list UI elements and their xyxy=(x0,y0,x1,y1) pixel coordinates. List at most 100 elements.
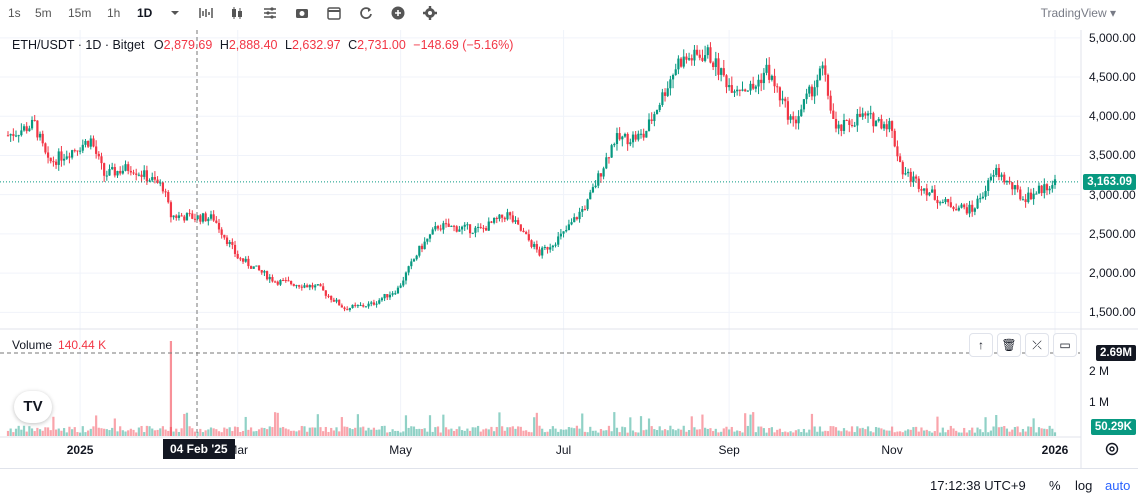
gear-icon[interactable] xyxy=(422,5,438,21)
candlestick-series xyxy=(6,42,1057,312)
volume-bar xyxy=(36,427,39,436)
volume-bar xyxy=(57,428,60,436)
auto-toggle[interactable]: auto xyxy=(1105,478,1131,493)
candle-body xyxy=(874,120,878,127)
volume-bar xyxy=(559,429,562,436)
candle-body xyxy=(533,244,536,247)
volume-bar xyxy=(161,426,165,436)
volume-bar xyxy=(346,426,349,436)
volume-bar xyxy=(20,429,23,436)
maximize-pane-button[interactable]: ▭ xyxy=(1053,333,1077,357)
brand-menu[interactable]: TradingView ▾ xyxy=(1040,6,1116,20)
interval-1h[interactable]: 1h xyxy=(107,6,121,20)
volume-bar xyxy=(717,432,720,436)
candle-body xyxy=(890,121,894,131)
plus-circle-icon[interactable] xyxy=(390,5,406,21)
volume-bar xyxy=(979,429,982,436)
volume-bar xyxy=(455,429,458,436)
volume-bar xyxy=(233,426,237,436)
candle-body xyxy=(308,285,311,288)
interval-5m[interactable]: 5m xyxy=(35,6,52,20)
symbol-title[interactable]: ETH/USDT · 1D · Bitget xyxy=(12,38,145,52)
volume-bar xyxy=(298,430,301,436)
candle-body xyxy=(180,215,183,217)
candle-body xyxy=(687,58,691,60)
chevron-down-icon[interactable] xyxy=(167,5,183,21)
chart-canvas[interactable] xyxy=(0,0,1138,468)
candle-body xyxy=(284,280,287,282)
settings-gear-icon[interactable] xyxy=(1104,441,1120,457)
volume-bar xyxy=(757,426,760,436)
candle-body xyxy=(915,176,918,179)
candle-body xyxy=(541,247,544,256)
candle-body xyxy=(757,79,760,87)
volume-bar xyxy=(658,426,661,436)
volume-bar xyxy=(661,430,664,436)
volume-tick-2m: 2 M xyxy=(1089,364,1110,378)
calendar-icon[interactable] xyxy=(326,5,342,21)
indicators-icon[interactable] xyxy=(262,5,278,21)
volume-bar xyxy=(896,431,899,436)
crosshair-date-tag: 04 Feb '25 xyxy=(163,439,235,459)
time-tick-label: Sep xyxy=(718,443,740,457)
candle-body xyxy=(647,119,651,131)
candle-body xyxy=(626,133,629,145)
candle-body xyxy=(177,215,181,218)
volume-bar xyxy=(573,428,576,436)
candle-body xyxy=(231,241,234,245)
clock[interactable]: 17:12:38 UTC+9 xyxy=(930,478,1026,493)
candle-body xyxy=(132,172,135,174)
volume-bar xyxy=(824,430,827,436)
replay-icon[interactable] xyxy=(358,5,374,21)
candle-body xyxy=(290,281,293,285)
move-pane-up-button[interactable]: ↑ xyxy=(969,333,993,357)
volume-bar xyxy=(939,432,942,436)
volume-bar xyxy=(217,431,221,436)
candle-body xyxy=(525,232,528,235)
candle-body xyxy=(236,253,239,259)
volume-bar xyxy=(111,427,114,436)
volume-bar xyxy=(778,428,781,436)
volume-bar xyxy=(762,428,765,436)
candle-body xyxy=(52,161,55,163)
volume-bar xyxy=(292,430,295,436)
volume-bar xyxy=(864,429,867,436)
volume-bar xyxy=(669,425,672,436)
volume-bar xyxy=(834,427,838,436)
candles-icon[interactable] xyxy=(229,5,245,21)
volume-bar xyxy=(690,416,693,436)
candle-body xyxy=(802,99,806,110)
candle-body xyxy=(442,223,445,230)
candle-body xyxy=(159,182,162,184)
volume-bar xyxy=(754,432,757,436)
candle-body xyxy=(148,180,151,182)
interval-15m[interactable]: 15m xyxy=(68,6,92,20)
tradingview-logo-icon[interactable]: TV xyxy=(14,391,52,423)
candle-body xyxy=(995,167,998,175)
volume-bar xyxy=(1000,426,1003,436)
candle-body xyxy=(354,304,357,306)
candle-body xyxy=(722,68,725,76)
volume-bar xyxy=(196,431,199,436)
candle-body xyxy=(468,224,472,234)
volume-bar xyxy=(535,412,538,436)
volume-bar xyxy=(76,432,79,436)
interval-1s[interactable]: 1s xyxy=(8,6,21,20)
bar-style-icon[interactable] xyxy=(198,5,214,21)
volume-bar xyxy=(156,429,159,436)
candle-body xyxy=(196,215,199,220)
log-toggle[interactable]: log xyxy=(1075,478,1093,493)
delete-pane-button[interactable]: 🗑 xyxy=(997,333,1021,357)
volume-bar xyxy=(781,432,784,436)
ohlc-change: −148.69 (−5.16%) xyxy=(413,38,514,52)
candle-body xyxy=(386,294,389,298)
camera-icon[interactable] xyxy=(294,5,310,21)
interval-1d[interactable]: 1D xyxy=(137,6,153,20)
candle-body xyxy=(904,173,907,175)
percent-toggle[interactable]: % xyxy=(1049,478,1061,493)
collapse-pane-button[interactable]: ⤫ xyxy=(1025,333,1049,357)
candle-body xyxy=(768,64,771,80)
candle-body xyxy=(276,281,279,285)
candle-body xyxy=(209,214,213,219)
time-tick-label: Nov xyxy=(881,443,903,457)
